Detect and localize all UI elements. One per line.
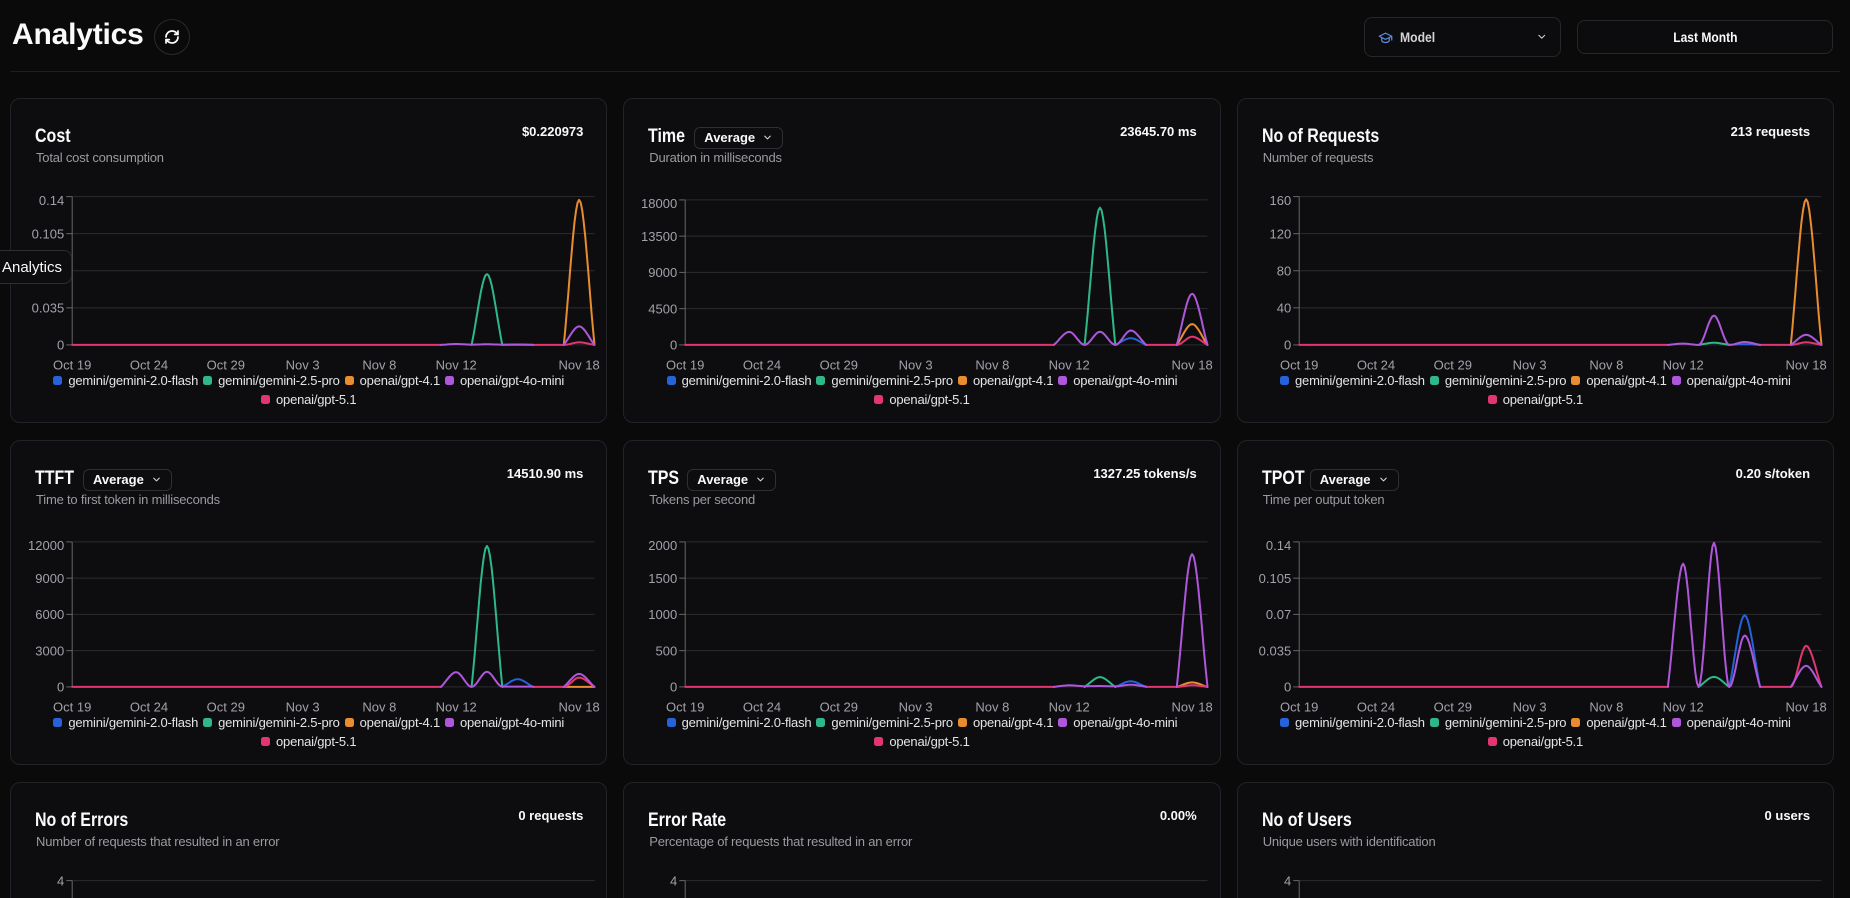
svg-text:Nov 3: Nov 3 xyxy=(286,357,320,372)
svg-text:9000: 9000 xyxy=(649,265,678,280)
svg-text:Nov 8: Nov 8 xyxy=(362,699,396,714)
svg-text:160: 160 xyxy=(1269,193,1291,208)
svg-text:Oct 24: Oct 24 xyxy=(1357,357,1395,372)
svg-text:Nov 18: Nov 18 xyxy=(558,357,599,372)
svg-text:4: 4 xyxy=(57,873,64,888)
svg-text:2000: 2000 xyxy=(649,538,678,553)
svg-text:Oct 24: Oct 24 xyxy=(743,357,781,372)
svg-text:Nov 18: Nov 18 xyxy=(1172,699,1213,714)
svg-text:0.14: 0.14 xyxy=(1266,538,1291,553)
svg-text:Oct 19: Oct 19 xyxy=(666,699,704,714)
svg-text:0.14: 0.14 xyxy=(39,193,64,208)
svg-text:4: 4 xyxy=(670,873,677,888)
svg-text:120: 120 xyxy=(1269,226,1291,241)
svg-text:0: 0 xyxy=(1284,680,1291,695)
svg-text:Oct 24: Oct 24 xyxy=(1357,699,1395,714)
svg-text:Oct 19: Oct 19 xyxy=(53,357,91,372)
svg-text:Nov 8: Nov 8 xyxy=(1589,699,1623,714)
svg-text:0: 0 xyxy=(670,338,677,353)
svg-text:Nov 3: Nov 3 xyxy=(1512,357,1546,372)
svg-text:40: 40 xyxy=(1276,301,1290,316)
svg-text:Oct 29: Oct 29 xyxy=(820,357,858,372)
svg-text:6000: 6000 xyxy=(35,607,64,622)
svg-text:Nov 3: Nov 3 xyxy=(286,699,320,714)
svg-text:Nov 18: Nov 18 xyxy=(1172,357,1213,372)
svg-text:3000: 3000 xyxy=(35,643,64,658)
svg-text:0.105: 0.105 xyxy=(1258,571,1291,586)
svg-text:500: 500 xyxy=(656,643,678,658)
svg-text:Oct 29: Oct 29 xyxy=(1433,699,1471,714)
svg-text:13500: 13500 xyxy=(641,229,677,244)
svg-text:Oct 29: Oct 29 xyxy=(1433,357,1471,372)
svg-text:Oct 19: Oct 19 xyxy=(666,357,704,372)
svg-text:Oct 29: Oct 29 xyxy=(207,699,245,714)
svg-text:Nov 12: Nov 12 xyxy=(436,699,477,714)
svg-text:Oct 24: Oct 24 xyxy=(743,699,781,714)
svg-text:Oct 29: Oct 29 xyxy=(820,699,858,714)
svg-text:Oct 24: Oct 24 xyxy=(130,699,168,714)
svg-text:0: 0 xyxy=(1284,338,1291,353)
svg-text:Nov 12: Nov 12 xyxy=(436,357,477,372)
svg-text:0.035: 0.035 xyxy=(32,301,65,316)
svg-text:9000: 9000 xyxy=(35,571,64,586)
svg-text:Nov 3: Nov 3 xyxy=(1512,699,1546,714)
svg-text:0: 0 xyxy=(670,680,677,695)
svg-text:Nov 18: Nov 18 xyxy=(1785,357,1826,372)
svg-text:80: 80 xyxy=(1276,263,1290,278)
svg-text:1000: 1000 xyxy=(649,607,678,622)
svg-text:Nov 18: Nov 18 xyxy=(558,699,599,714)
svg-text:Oct 19: Oct 19 xyxy=(53,699,91,714)
svg-text:Nov 3: Nov 3 xyxy=(899,357,933,372)
svg-text:Oct 19: Oct 19 xyxy=(1280,699,1318,714)
svg-text:0: 0 xyxy=(57,680,64,695)
svg-text:0.035: 0.035 xyxy=(1258,643,1291,658)
svg-text:0.07: 0.07 xyxy=(1266,607,1291,622)
svg-text:Nov 8: Nov 8 xyxy=(976,357,1010,372)
svg-text:Nov 12: Nov 12 xyxy=(1662,699,1703,714)
svg-text:Oct 19: Oct 19 xyxy=(1280,357,1318,372)
svg-text:12000: 12000 xyxy=(28,538,64,553)
svg-text:Nov 12: Nov 12 xyxy=(1662,357,1703,372)
svg-text:4: 4 xyxy=(1284,873,1291,888)
svg-text:4500: 4500 xyxy=(649,301,678,316)
svg-text:Nov 12: Nov 12 xyxy=(1049,699,1090,714)
svg-text:Oct 24: Oct 24 xyxy=(130,357,168,372)
svg-text:Nov 8: Nov 8 xyxy=(362,357,396,372)
svg-text:0.105: 0.105 xyxy=(32,226,65,241)
svg-text:Nov 3: Nov 3 xyxy=(899,699,933,714)
svg-text:Oct 29: Oct 29 xyxy=(207,357,245,372)
svg-text:Nov 8: Nov 8 xyxy=(976,699,1010,714)
svg-text:Nov 12: Nov 12 xyxy=(1049,357,1090,372)
svg-text:18000: 18000 xyxy=(641,196,677,211)
svg-text:1500: 1500 xyxy=(649,571,678,586)
svg-text:Nov 18: Nov 18 xyxy=(1785,699,1826,714)
svg-text:0: 0 xyxy=(57,338,64,353)
svg-text:Nov 8: Nov 8 xyxy=(1589,357,1623,372)
